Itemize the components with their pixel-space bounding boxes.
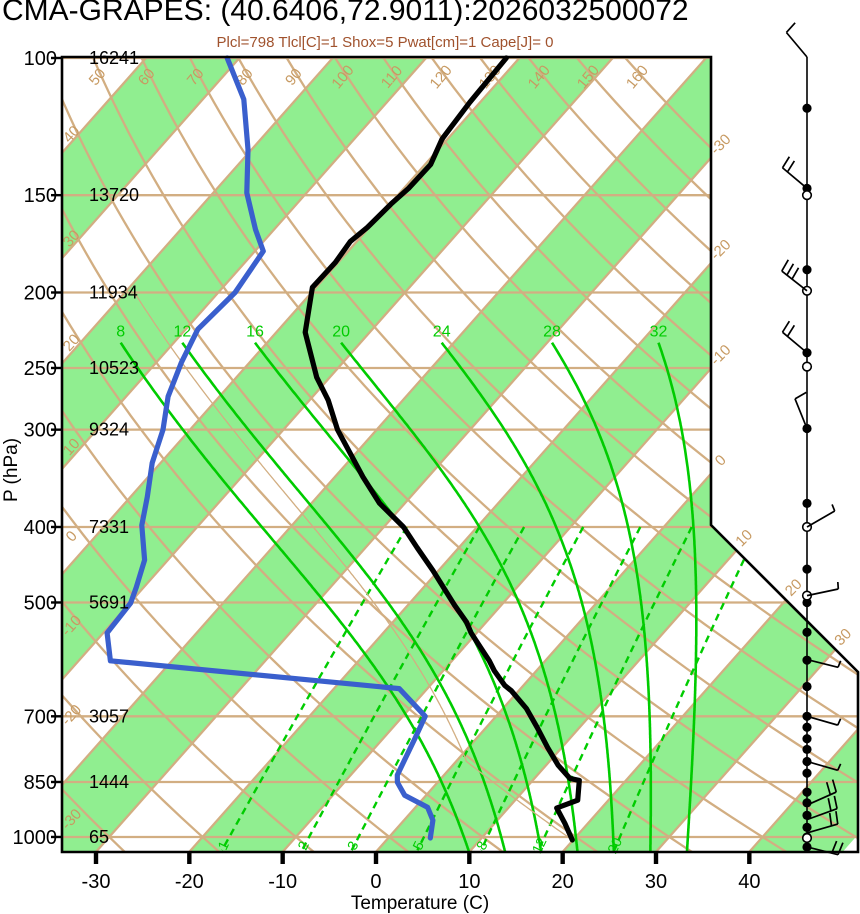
svg-text:90: 90 — [282, 65, 306, 89]
svg-text:2: 2 — [294, 838, 312, 852]
svg-text:-20: -20 — [175, 871, 204, 893]
svg-text:12: 12 — [528, 835, 549, 856]
svg-text:200: 200 — [24, 282, 57, 304]
svg-text:30: 30 — [645, 871, 667, 893]
svg-text:20: 20 — [604, 835, 625, 856]
svg-text:16: 16 — [246, 324, 264, 341]
svg-text:8: 8 — [116, 324, 125, 341]
svg-text:10: 10 — [458, 871, 480, 893]
svg-text:5691: 5691 — [89, 592, 129, 612]
svg-text:7331: 7331 — [89, 517, 129, 537]
svg-text:100: 100 — [24, 48, 57, 70]
svg-text:120: 120 — [427, 62, 456, 92]
svg-text:0: 0 — [370, 871, 381, 893]
svg-text:160: 160 — [623, 62, 652, 92]
svg-text:12: 12 — [173, 324, 191, 341]
svg-text:40: 40 — [738, 871, 760, 893]
indices-subtitle: Plcl=798 Tlcl[C]=1 Shox=5 Pwat[cm]=1 Cap… — [216, 34, 554, 51]
svg-text:150: 150 — [24, 185, 57, 207]
svg-text:20: 20 — [552, 871, 574, 893]
svg-text:65: 65 — [89, 827, 109, 847]
page-title: CMA-GRAPES: (40.6406,72.9011):2026032500… — [2, 0, 689, 27]
x-axis-title: Temperature (C) — [350, 893, 490, 914]
svg-text:28: 28 — [543, 324, 561, 341]
svg-text:11934: 11934 — [89, 282, 138, 302]
svg-text:3057: 3057 — [89, 706, 129, 726]
svg-text:30: 30 — [831, 625, 855, 649]
svg-text:10: 10 — [732, 526, 756, 550]
svg-text:0: 0 — [63, 528, 81, 546]
svg-text:24: 24 — [433, 324, 451, 341]
svg-text:3: 3 — [344, 838, 362, 852]
svg-text:400: 400 — [24, 517, 57, 539]
svg-text:700: 700 — [24, 706, 57, 728]
svg-text:0: 0 — [712, 452, 730, 470]
svg-text:-10: -10 — [268, 871, 297, 893]
svg-text:1444: 1444 — [89, 772, 129, 792]
svg-text:500: 500 — [24, 592, 57, 614]
svg-text:300: 300 — [24, 420, 57, 442]
svg-text:-30: -30 — [82, 871, 111, 893]
svg-text:10523: 10523 — [89, 358, 139, 378]
svg-text:16241: 16241 — [89, 48, 139, 68]
svg-text:32: 32 — [650, 324, 668, 341]
svg-text:13720: 13720 — [89, 185, 139, 205]
svg-text:850: 850 — [24, 772, 57, 794]
svg-text:9324: 9324 — [89, 420, 129, 440]
svg-text:20: 20 — [332, 324, 350, 341]
svg-text:250: 250 — [24, 358, 57, 380]
svg-text:1000: 1000 — [13, 827, 58, 849]
